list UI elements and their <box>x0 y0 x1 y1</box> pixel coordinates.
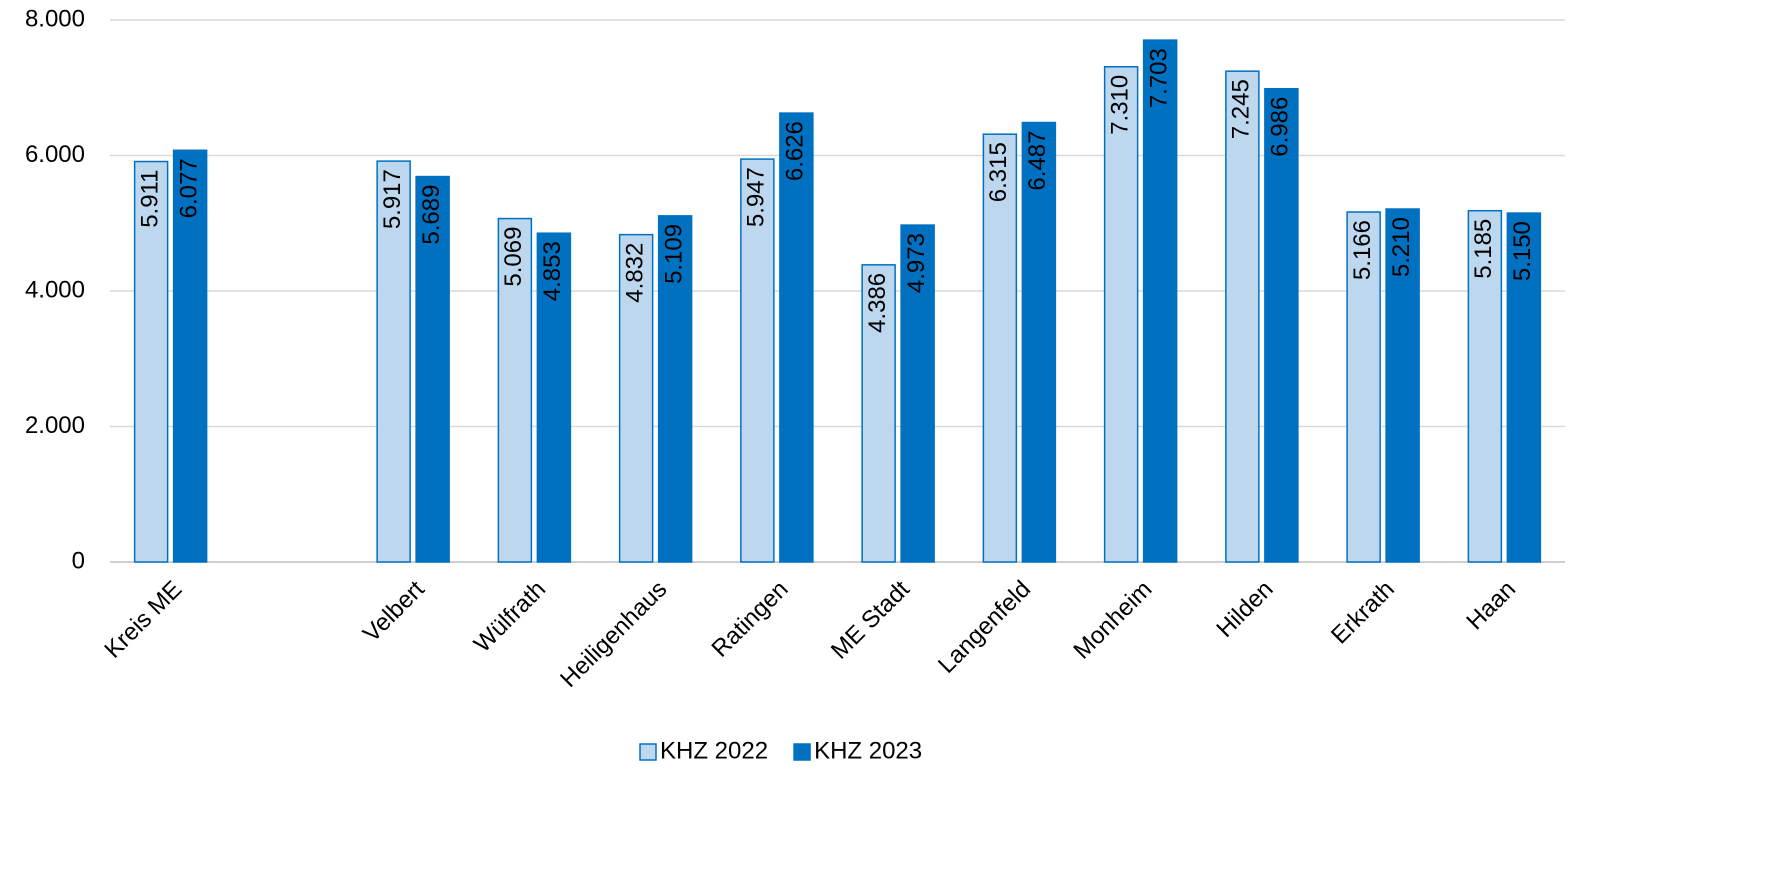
data-label: 5.166 <box>1349 220 1376 280</box>
data-label: 5.069 <box>500 227 527 287</box>
data-label: 6.626 <box>782 121 809 181</box>
bar <box>900 224 935 563</box>
bar <box>657 215 693 563</box>
data-label: 5.911 <box>136 170 163 228</box>
legend-label: KHZ 2022 <box>660 737 768 764</box>
bar <box>133 160 169 563</box>
legend-label: KHZ 2023 <box>814 737 922 764</box>
bar <box>497 217 533 563</box>
bar <box>1346 211 1381 563</box>
x-tick-label: Monheim <box>1068 576 1157 665</box>
y-tick-label: 2.000 <box>25 412 85 439</box>
data-label: 5.689 <box>418 185 445 245</box>
y-tick-label: 0 <box>72 547 85 574</box>
data-label: 7.310 <box>1106 75 1133 135</box>
bar <box>1103 65 1139 563</box>
x-tick-label: Velbert <box>358 575 430 647</box>
bar <box>415 175 450 563</box>
data-label: 6.986 <box>1267 97 1294 157</box>
data-label: 5.947 <box>743 167 770 227</box>
bar <box>982 133 1018 563</box>
x-tick-label: Wülfrath <box>469 576 551 658</box>
bar <box>1264 87 1299 563</box>
y-tick-label: 6.000 <box>25 141 85 168</box>
x-tick-label: Heiligenhaus <box>555 576 672 693</box>
bar <box>376 160 411 563</box>
x-tick-label: Ratingen <box>707 576 794 663</box>
data-label: 4.386 <box>864 273 891 333</box>
x-tick-label: ME Stadt <box>826 575 915 664</box>
data-label: 5.185 <box>1470 219 1497 279</box>
legend-swatch <box>639 743 657 761</box>
data-label: 6.487 <box>1024 131 1051 191</box>
bar <box>536 232 572 563</box>
bar <box>1142 39 1178 563</box>
data-label: 7.245 <box>1228 79 1255 139</box>
data-label: 5.210 <box>1388 217 1415 277</box>
bar <box>861 264 896 563</box>
bar <box>1467 209 1503 563</box>
bar <box>1385 208 1420 563</box>
x-tick-label: Langenfeld <box>933 576 1036 679</box>
bar <box>172 149 208 563</box>
data-label: 4.853 <box>539 241 566 301</box>
x-tick-label: Erkrath <box>1326 576 1400 650</box>
data-label: 4.973 <box>903 233 930 293</box>
bar <box>779 112 814 563</box>
x-tick-label: Kreis ME <box>99 576 187 664</box>
y-tick-label: 8.000 <box>25 5 85 32</box>
bar <box>1021 121 1057 563</box>
data-label: 6.077 <box>175 158 202 218</box>
x-tick-label: Hilden <box>1211 576 1278 643</box>
data-label: 5.917 <box>379 169 406 229</box>
y-tick-label: 4.000 <box>25 276 85 303</box>
legend-swatch <box>793 743 811 761</box>
bar <box>618 233 654 563</box>
bar <box>1506 212 1542 563</box>
data-label: 5.109 <box>660 224 687 284</box>
data-label: 6.315 <box>985 142 1012 202</box>
data-label: 4.832 <box>621 243 648 303</box>
data-label: 5.150 <box>1509 221 1536 281</box>
data-label: 7.703 <box>1145 48 1172 108</box>
x-tick-label: Haan <box>1461 576 1521 636</box>
bar <box>740 158 775 563</box>
bar <box>1225 70 1260 563</box>
